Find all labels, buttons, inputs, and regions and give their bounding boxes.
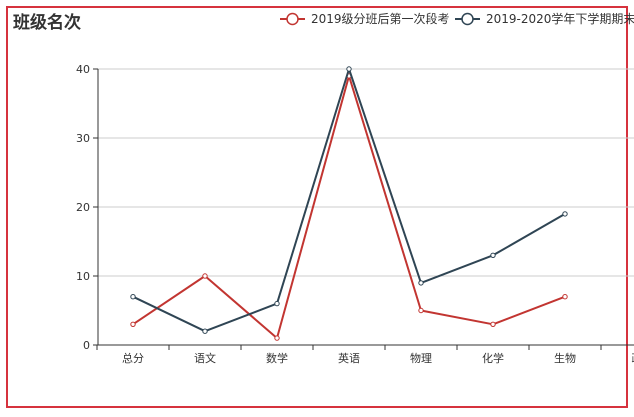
data-point[interactable] bbox=[418, 280, 424, 286]
legend-label: 2019-2020学年下学期期末 bbox=[486, 11, 634, 26]
y-tick-label: 10 bbox=[76, 270, 90, 283]
data-point[interactable] bbox=[490, 252, 496, 259]
x-tick-label: 英语 bbox=[338, 351, 360, 365]
x-tick-label: 语文 bbox=[194, 351, 216, 365]
x-tick-label: 物理 bbox=[410, 351, 432, 365]
x-axis: 总分 语文 数学 英语 物理 化学 生物 政 bbox=[96, 344, 634, 365]
legend-label: 2019级分班后第一次段考 bbox=[311, 11, 450, 26]
x-tick-label: 化学 bbox=[482, 351, 504, 365]
legend-marker-icon bbox=[286, 12, 299, 26]
y-tick-label: 20 bbox=[76, 201, 90, 214]
data-point[interactable] bbox=[130, 321, 136, 327]
y-tick-label: 30 bbox=[76, 132, 90, 145]
data-point[interactable] bbox=[490, 321, 496, 327]
x-tick-label: 生物 bbox=[554, 351, 576, 365]
legend: 2019级分班后第一次段考 2019-2020学年下学期期末 bbox=[280, 11, 634, 26]
x-tick-label: 数学 bbox=[266, 351, 288, 365]
legend-marker-icon bbox=[461, 12, 474, 26]
data-point[interactable] bbox=[130, 294, 136, 300]
data-point[interactable] bbox=[274, 300, 280, 307]
data-point[interactable] bbox=[562, 294, 568, 300]
data-point[interactable] bbox=[274, 335, 280, 341]
x-tick-label: 政 bbox=[632, 351, 634, 365]
legend-item[interactable]: 2019-2020学年下学期期末 bbox=[455, 11, 634, 26]
data-point[interactable] bbox=[418, 307, 424, 314]
data-point[interactable] bbox=[562, 211, 568, 217]
y-tick-label: 40 bbox=[76, 63, 90, 76]
data-point[interactable] bbox=[202, 328, 208, 334]
data-point[interactable] bbox=[346, 66, 352, 72]
grid-lines bbox=[98, 68, 634, 277]
data-point[interactable] bbox=[202, 273, 208, 279]
chart-title: 班级名次 bbox=[13, 12, 81, 33]
x-tick-label: 总分 bbox=[122, 351, 144, 365]
y-tick-label: 0 bbox=[83, 339, 90, 352]
series-layer bbox=[130, 66, 568, 341]
series-line bbox=[132, 68, 566, 333]
y-axis: 0 10 20 30 40 bbox=[76, 63, 99, 352]
legend-item[interactable]: 2019级分班后第一次段考 bbox=[280, 11, 450, 26]
